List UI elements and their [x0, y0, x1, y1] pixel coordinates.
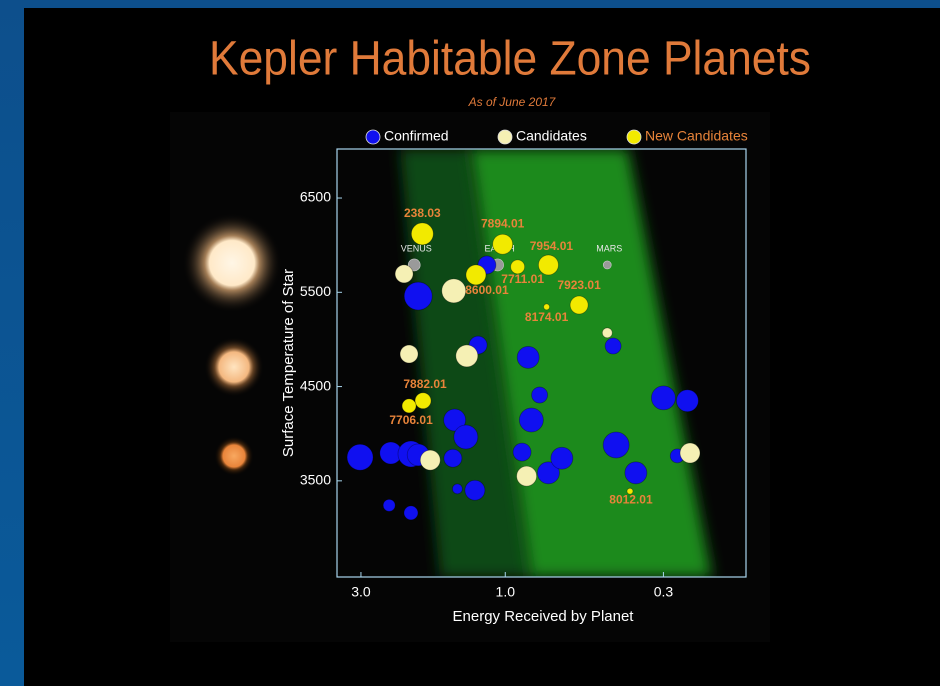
annotation: VENUS	[401, 243, 432, 253]
planet	[531, 386, 549, 404]
planet	[626, 487, 634, 495]
planet	[604, 337, 622, 355]
y-tick-label: 4500	[300, 377, 331, 393]
point-label: 8600.01	[465, 283, 509, 297]
planet	[455, 344, 479, 368]
planet	[492, 233, 514, 255]
planet	[537, 461, 560, 485]
planet	[512, 442, 532, 462]
point-label: 7882.01	[403, 377, 447, 391]
point-label: 7706.01	[389, 413, 433, 427]
point-label: 7711.01	[501, 272, 544, 286]
x-tick-label: 3.0	[351, 584, 371, 600]
point-label: 238.03	[404, 206, 441, 220]
planet	[510, 259, 526, 275]
planet	[451, 483, 463, 495]
x-tick-label: 0.3	[654, 584, 674, 600]
annotation: MARS	[596, 243, 622, 253]
planet	[443, 448, 463, 468]
star-small	[214, 436, 254, 476]
planet	[403, 505, 419, 521]
solar-planet	[407, 258, 421, 272]
planet	[394, 264, 414, 284]
planet	[399, 344, 419, 364]
legend-swatch	[497, 129, 513, 145]
planet	[602, 431, 630, 459]
planet	[516, 465, 538, 487]
planet	[443, 408, 467, 432]
planet	[419, 449, 441, 471]
legend-label: Confirmed	[384, 128, 449, 144]
star-large	[182, 213, 282, 313]
star-medium	[204, 337, 264, 397]
planet	[516, 345, 540, 369]
point-label: 8012.01	[609, 492, 653, 506]
y-tick-label: 3500	[300, 472, 331, 488]
planet	[410, 222, 434, 246]
planet	[382, 498, 396, 512]
planet	[538, 254, 559, 276]
planet	[401, 398, 417, 414]
x-tick-label: 1.0	[496, 584, 516, 600]
chart-subtitle: As of June 2017	[468, 95, 557, 109]
planet	[651, 385, 676, 411]
point-label: 7923.01	[557, 278, 601, 292]
point-label: 7894.01	[481, 216, 525, 230]
planet	[441, 278, 467, 304]
planet	[453, 424, 479, 450]
planet	[346, 443, 374, 471]
planet	[403, 281, 433, 311]
point-label: 8174.01	[525, 310, 569, 324]
planet	[679, 442, 701, 464]
planet	[601, 327, 613, 339]
planet	[624, 461, 648, 485]
planet	[550, 446, 574, 470]
y-tick-label: 5500	[300, 283, 331, 299]
legend-label: Candidates	[516, 128, 587, 144]
legend-swatch	[626, 129, 642, 145]
planet	[569, 295, 589, 315]
legend-swatch	[365, 129, 381, 145]
chart-title: Kepler Habitable Zone Planets	[209, 33, 811, 86]
planet	[518, 407, 544, 433]
planet	[465, 264, 487, 286]
planet	[675, 389, 699, 413]
planet	[414, 392, 432, 410]
y-tick-label: 6500	[300, 189, 331, 205]
planet	[464, 479, 486, 501]
legend-label: New Candidates	[645, 128, 748, 144]
y-axis-label: Surface Temperature of Star	[280, 269, 297, 457]
plot-border	[336, 148, 747, 578]
point-label: 7954.01	[530, 239, 574, 253]
planet	[543, 303, 551, 311]
x-axis-label: Energy Received by Planet	[453, 608, 635, 625]
solar-planet	[602, 260, 612, 270]
